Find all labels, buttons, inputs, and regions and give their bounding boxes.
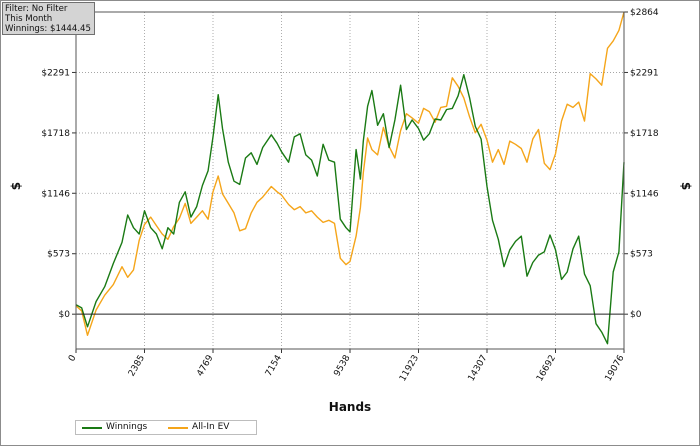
series-line-winnings — [75, 73, 625, 345]
y-tick-label-right: $2864 — [630, 8, 659, 18]
y-tick-label-right: $573 — [630, 250, 653, 260]
legend-label-winnings: Winnings — [106, 422, 148, 432]
y-tick-label-right: $1146 — [630, 189, 659, 199]
y-axis-label-right: $ — [679, 182, 693, 190]
x-axis-label: Hands — [329, 400, 371, 414]
x-tick-label: 2385 — [127, 354, 147, 379]
x-tick-label: 14307 — [467, 354, 490, 384]
legend-swatch-winnings — [82, 427, 102, 429]
x-tick-label: 0 — [67, 353, 79, 363]
y-tick-label-left: $1146 — [41, 189, 70, 199]
legend: Winnings All-In EV — [75, 420, 257, 435]
legend-swatch-all-in-ev — [168, 427, 188, 429]
x-tick-label: 9538 — [332, 353, 352, 378]
y-tick-label-right: $0 — [630, 310, 642, 320]
y-tick-label-left: $0 — [59, 310, 71, 320]
y-tick-label-right: $2291 — [630, 68, 659, 78]
grid-lines — [76, 11, 624, 349]
y-tick-label-left: $1718 — [41, 129, 70, 139]
series-line-all-in-ev — [75, 11, 625, 336]
period-label: This Month — [5, 14, 53, 25]
filter-info-box: Filter: No Filter This Month Winnings: $… — [2, 2, 95, 35]
winnings-label: Winnings: $1444.45 — [5, 24, 91, 35]
y-tick-label-left: $2291 — [41, 68, 70, 78]
filter-label: Filter: No Filter — [5, 4, 68, 14]
x-tick-label: 11923 — [398, 354, 421, 384]
y-axis-label-left: $ — [9, 182, 23, 190]
y-tick-label-left: $573 — [47, 250, 70, 260]
x-tick-label: 19076 — [604, 353, 627, 383]
legend-label-all-in-ev: All-In EV — [192, 422, 230, 432]
x-tick-label: 16692 — [535, 354, 558, 384]
y-tick-label-right: $1718 — [630, 129, 659, 139]
x-tick-label: 7154 — [264, 353, 284, 378]
plot-border — [75, 11, 625, 350]
series-lines — [75, 11, 625, 345]
x-tick-label: 4769 — [195, 353, 215, 378]
axes — [72, 11, 628, 353]
